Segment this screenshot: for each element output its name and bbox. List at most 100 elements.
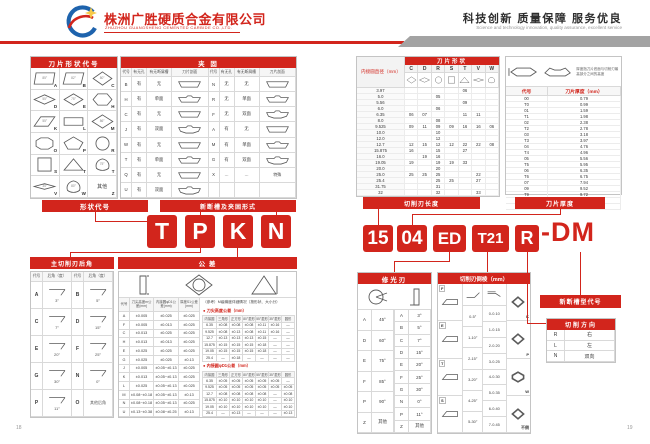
ic-size-cell: 6.35	[203, 378, 217, 385]
clearance-header-row: 代号 后角（度） 代号 后角（度）	[31, 272, 113, 282]
code-cell: A	[31, 282, 43, 309]
clamping-table-body: 代号 有无孔 有无断屑槽 刀片剖面 代号 有无孔 有无断屑槽 刀片剖面 B 有无 N 无无 H 有单面 R 无…	[121, 68, 296, 198]
edge-length-code	[418, 190, 432, 196]
trigon-shape-icon	[488, 77, 496, 84]
chamfer-width-cell: 6-0.40	[483, 401, 506, 418]
direction-code: N	[547, 351, 565, 363]
shape-cell: 80° W	[59, 176, 89, 198]
clearance-angle-cell: 0°	[84, 363, 113, 390]
tolerance-value: —	[269, 397, 282, 404]
thickness-value: 1.98	[548, 114, 621, 120]
thickness-code: 02	[506, 120, 548, 126]
wiper-row: C 7°	[395, 334, 431, 347]
chipbreaker-cell	[234, 182, 260, 198]
code-letter-N: N	[261, 215, 291, 248]
edge-profile-icon	[89, 316, 106, 323]
hole-cell: 无	[219, 107, 235, 123]
angle-value: 3°	[55, 298, 59, 303]
edge-length-code: 22	[458, 142, 473, 148]
shape-code: E	[82, 104, 86, 110]
tolerance-value: ±0.15	[217, 348, 230, 355]
chipbreaker-code-label-bar: 新断槽型代号	[540, 295, 621, 308]
clearance-row: C 7° D 15°	[31, 309, 113, 336]
wiper-angle-col: A 45° D 60° E 75° F 85° P 90° Z 其他	[358, 310, 395, 433]
angle-value: 30°	[409, 383, 431, 397]
edge-length-code	[472, 88, 486, 94]
tolerance-value: —	[269, 404, 282, 411]
clearance-angle-cell: 20°	[43, 336, 72, 363]
thickness-code: T1	[506, 114, 548, 120]
code-block-R: R	[515, 225, 539, 252]
edge-length-code: 06	[458, 88, 473, 94]
tolerance-table: 代号 刀尖高度m公差(mm) 内接圆φD1公差(mm) 厚度S1公差(mm) A ±0.0…	[118, 271, 297, 418]
diameter-cell: 12.7	[357, 142, 405, 148]
shape-letter: V	[472, 65, 486, 73]
inscribed-circle-diagram-icon	[185, 273, 214, 296]
wiper-diagrams	[358, 284, 431, 310]
chamfer-angle-icon	[466, 291, 480, 298]
tolerance-value: —	[217, 355, 230, 362]
hole-cell: 有	[132, 137, 147, 153]
column-header: 有无孔	[132, 68, 147, 77]
clamping-table-title: 夹 固	[121, 57, 296, 68]
sub-row: 25.4— ±0.18— — — —	[203, 355, 295, 362]
edge-length-code	[472, 100, 486, 106]
edge-length-code: 11	[418, 124, 432, 130]
thickness-row: T5 5.95	[506, 162, 621, 168]
chipbreaker-cell: 双面	[147, 122, 172, 138]
tolerance-value: ±0.013	[154, 338, 179, 347]
tolerance-value: ±0.013	[154, 320, 179, 330]
shape-cell: O	[31, 132, 60, 155]
edge-profile-icon	[48, 397, 65, 404]
edge-length-code: 08	[431, 118, 446, 124]
column-header: 有无断屑槽	[234, 68, 260, 77]
thickness-value: 6.35	[548, 168, 621, 174]
corner-diamond-icon	[511, 333, 526, 346]
code-cell: E	[31, 336, 43, 363]
angle-value: 60°	[372, 330, 394, 351]
tolerance-value: ±0.025	[154, 329, 179, 339]
edge-length-code: 09	[431, 124, 446, 130]
edge-length-code	[445, 130, 459, 136]
diameter-cell: 5.56	[357, 100, 405, 106]
code-cell: A	[395, 310, 409, 323]
edge-length-code	[485, 184, 499, 190]
chipbreaker-cell: …	[234, 167, 260, 183]
wiper-row: Z 其他	[395, 420, 431, 433]
ic-row: 12.7 12 15 12 12 22 22 08	[357, 142, 499, 148]
tolerance-value: ±0.025	[179, 382, 200, 391]
column-header: 正方形	[230, 316, 243, 323]
width-range: 4-0.30	[488, 374, 500, 380]
ic-row: 19.05 19 19 19 33	[357, 160, 499, 166]
wiper-row: N 0°	[395, 396, 431, 409]
shape-icon-cell	[405, 73, 419, 88]
edge-length-code	[458, 172, 473, 178]
shape-code: D	[53, 104, 58, 110]
sub-row: 9.525 ±0.08 ±0.13 ±0.08 ±0.11 ±0.16—	[203, 329, 295, 336]
tolerance-value: ±0.15	[243, 348, 256, 355]
edge-length-code: 06	[485, 124, 499, 130]
angle-value: 其他	[372, 412, 394, 433]
thickness-value: 5.95	[548, 162, 621, 168]
section-cell: 特殊	[259, 167, 296, 183]
ic-row: 9.525 09 11 09 09 16 16 06	[357, 124, 499, 130]
angle-value: 0°	[409, 396, 431, 409]
shape-cell: 75° E	[59, 89, 89, 112]
code-cell: C	[121, 107, 132, 123]
angle-value: 75°	[372, 351, 394, 372]
code-cell: F	[358, 371, 372, 392]
rect-shape-icon	[63, 117, 84, 126]
width-range: 6-0.40	[488, 406, 500, 412]
shape-angle: 85°	[42, 75, 48, 80]
code-cell: B	[121, 77, 132, 93]
edge-length-code	[405, 184, 419, 190]
shape-code: H	[111, 104, 115, 110]
shape-code: B	[82, 82, 86, 88]
chipbreaker-cell: 无	[234, 122, 260, 138]
diameter-cell: 31.75	[357, 184, 405, 190]
diameter-cell: 6.0	[357, 106, 405, 112]
wiper-edge-table: 修光刃 A 45° D 60° E 75° F 85° P 90° Z 其他 A 3° B 5° C 7° D 15…	[357, 272, 432, 434]
thickness-code: 00	[506, 96, 548, 102]
hole-cell: 有	[219, 152, 235, 168]
tolerance-value: ±0.18	[230, 355, 243, 362]
